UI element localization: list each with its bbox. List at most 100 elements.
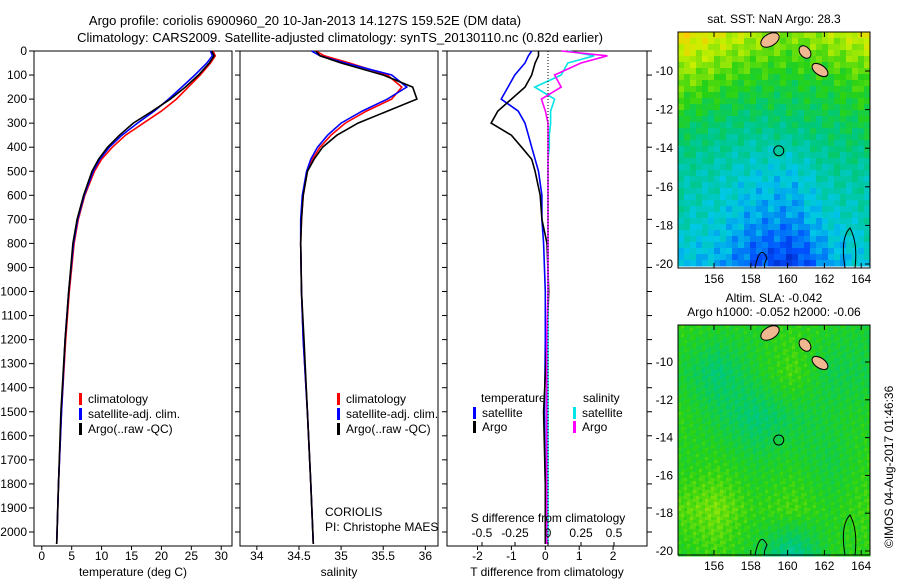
title-line-2: Climatology: CARS2009. Satellite-adjuste… <box>77 30 603 45</box>
map-cell <box>714 346 718 350</box>
map-cell <box>738 478 742 482</box>
map-cell <box>681 364 685 368</box>
map-cell <box>846 421 850 425</box>
map-cell <box>858 442 862 446</box>
map-cell <box>750 158 757 165</box>
map-cell <box>834 433 838 437</box>
map-cell <box>855 475 859 479</box>
map-cell <box>792 436 796 440</box>
map-cell <box>810 469 814 473</box>
map-cell <box>798 454 802 458</box>
map-cell <box>819 376 823 380</box>
map-cell <box>717 370 721 374</box>
map-cell <box>711 394 715 398</box>
map-cell <box>795 445 799 449</box>
map-cell <box>774 484 778 488</box>
map-cell <box>831 442 835 446</box>
map-cell <box>843 487 847 491</box>
map-cell <box>825 412 829 416</box>
map-cell <box>729 364 733 368</box>
map-cell <box>684 430 688 434</box>
map-cell <box>774 370 778 374</box>
map-cell <box>723 382 727 386</box>
map-cell <box>702 373 706 377</box>
map-cell <box>807 442 811 446</box>
map-cell <box>708 481 712 485</box>
map-cell <box>825 445 829 449</box>
map-cell <box>756 260 763 267</box>
map-cell <box>753 430 757 434</box>
map-cell <box>708 128 715 135</box>
map-cell <box>858 328 862 332</box>
map-cell <box>759 448 763 452</box>
map-cell <box>831 367 835 371</box>
map-cell <box>804 394 808 398</box>
map-cell <box>702 116 709 123</box>
map-cell <box>720 212 727 219</box>
x-axis-label: salinity <box>321 565 358 579</box>
map-cell <box>828 110 835 117</box>
map-cell <box>840 50 847 57</box>
map-cell <box>840 116 847 123</box>
map-cell <box>750 206 757 213</box>
map-cell <box>792 409 796 413</box>
map-cell <box>804 481 808 485</box>
map-cell <box>828 140 835 147</box>
map-cell <box>864 460 868 464</box>
map-cell <box>819 424 823 428</box>
map-cell <box>750 194 757 201</box>
map-cell <box>846 481 850 485</box>
map-cell <box>864 50 871 57</box>
map-cell <box>864 188 871 195</box>
map-cell <box>864 334 868 338</box>
map-cell <box>867 478 871 482</box>
map-cell <box>822 158 829 165</box>
map-cell <box>858 430 862 434</box>
map-cell <box>804 200 811 207</box>
map-cell <box>726 194 733 201</box>
map-cell <box>693 379 697 383</box>
map-cell <box>696 343 700 347</box>
map-cell <box>729 331 733 335</box>
map-cell <box>705 340 709 344</box>
map-cell <box>741 433 745 437</box>
map-cell <box>804 182 811 189</box>
map-cell <box>738 164 745 171</box>
map-cell <box>837 484 841 488</box>
map-cell <box>738 388 742 392</box>
map-cell <box>771 340 775 344</box>
map-cell <box>855 379 859 383</box>
map-cell <box>795 391 799 395</box>
map-cell <box>774 260 781 267</box>
map-cell <box>708 236 715 243</box>
map-cell <box>690 224 697 231</box>
map-cell <box>681 337 685 341</box>
map-cell <box>714 340 718 344</box>
map-cell <box>690 433 694 437</box>
map-cell <box>825 478 829 482</box>
map-cell <box>750 484 754 488</box>
map-cell <box>858 334 862 338</box>
map-cell <box>819 409 823 413</box>
map-cell <box>816 98 823 105</box>
map-cell <box>795 448 799 452</box>
map-cell <box>738 110 745 117</box>
map-cell <box>705 463 709 467</box>
map-cell <box>810 56 817 63</box>
map-cell <box>741 442 745 446</box>
map-cell <box>774 340 778 344</box>
map-cell <box>747 358 751 362</box>
map-cell <box>729 358 733 362</box>
map-cell <box>735 427 739 431</box>
map-cell <box>828 38 835 45</box>
map-cell <box>813 454 817 458</box>
map-cell <box>768 460 772 464</box>
map-cell <box>681 463 685 467</box>
map-cell <box>858 340 862 344</box>
map-cell <box>852 475 856 479</box>
map-cell <box>765 379 769 383</box>
map-cell <box>765 412 769 416</box>
map-cell <box>843 460 847 464</box>
map-cell <box>852 415 856 419</box>
map-cell <box>771 388 775 392</box>
